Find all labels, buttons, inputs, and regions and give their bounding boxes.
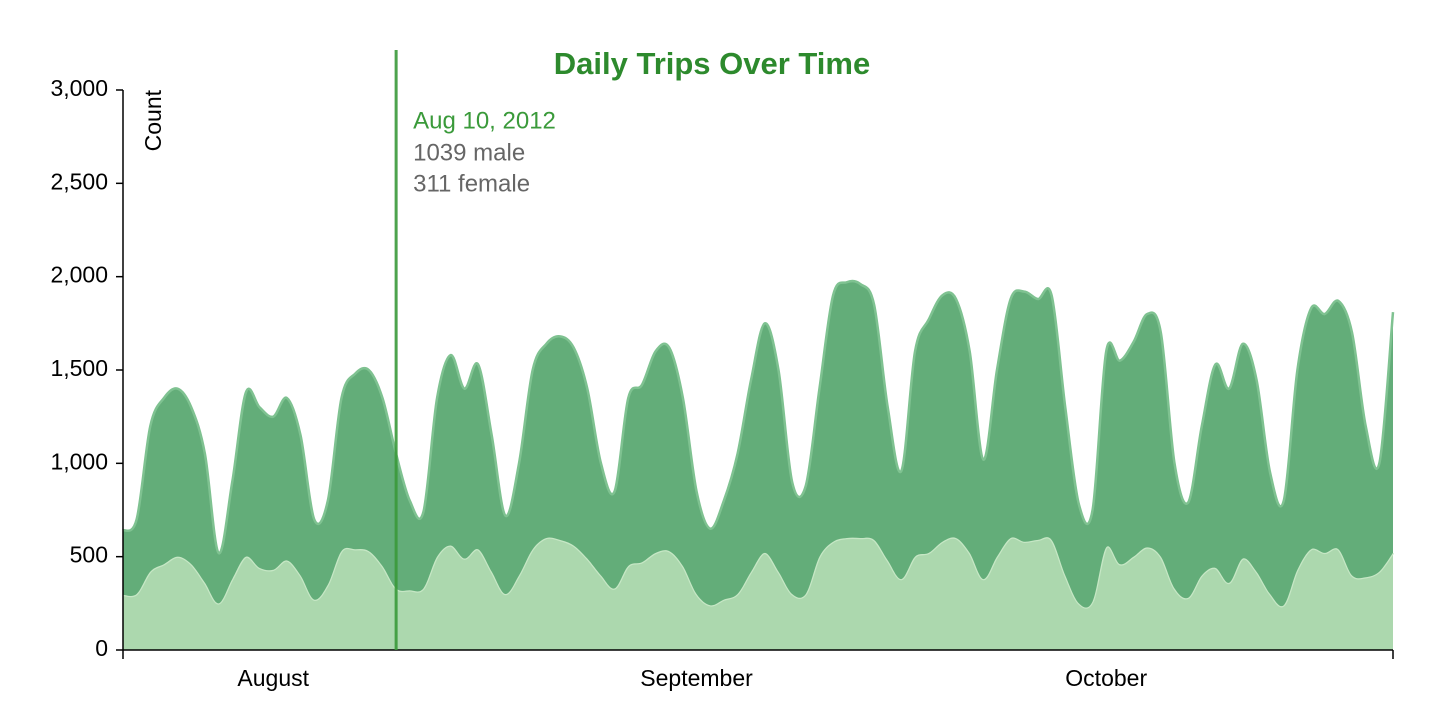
x-tick-label: August (237, 665, 309, 691)
hover-value: 1039 male (413, 139, 525, 166)
y-tick-label: 0 (95, 635, 108, 661)
chart-title: Daily Trips Over Time (554, 46, 870, 81)
hover-value: 311 female (413, 170, 530, 197)
y-tick-label: 3,000 (50, 75, 108, 101)
x-tick-label: October (1065, 665, 1147, 691)
y-tick-label: 1,000 (50, 448, 108, 474)
y-tick-label: 500 (70, 542, 108, 568)
y-tick-label: 2,500 (50, 168, 108, 194)
hover-date: Aug 10, 2012 (413, 107, 556, 134)
x-tick-label: September (640, 665, 753, 691)
area-female (123, 537, 1393, 650)
y-tick-label: 1,500 (50, 355, 108, 381)
y-axis-label: Count (140, 89, 166, 151)
y-tick-label: 2,000 (50, 262, 108, 288)
area-edge-male (122, 279, 1395, 555)
area-male (123, 281, 1393, 608)
